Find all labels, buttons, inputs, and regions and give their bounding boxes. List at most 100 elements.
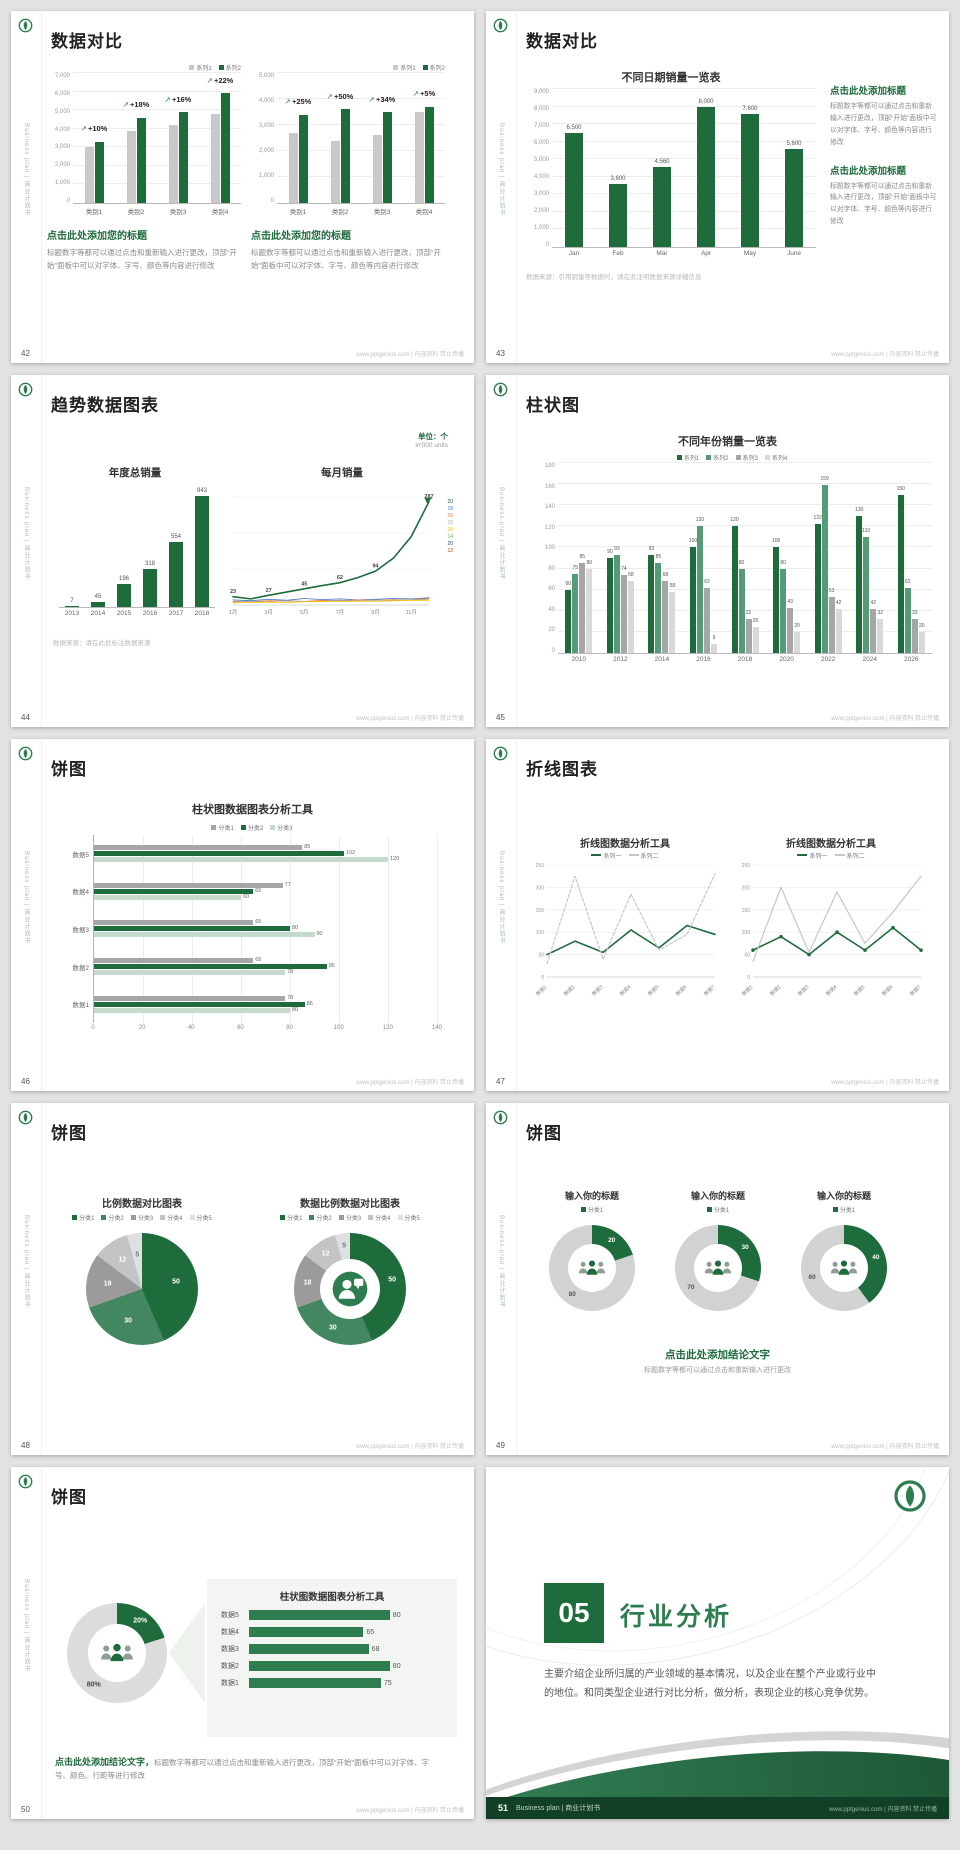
slide-footer: www.pptgenius.com | 内容资料 禁止传播	[831, 352, 939, 358]
panel-bar-chart: 数据5 80 数据4 65 数据3 68 数据2 80 数据1 75	[221, 1610, 401, 1688]
chart-title: 输入你的标题	[816, 1191, 871, 1201]
slide-title: 饼图	[526, 1124, 562, 1143]
slide-footer: www.pptgenius.com | 内容资料 禁止传播	[356, 716, 464, 722]
slide-sidebar: Business plan | 商业计划书	[11, 1467, 42, 1819]
slide-sidebar: Business plan | 商业计划书	[486, 375, 517, 727]
svg-text:62: 62	[337, 575, 343, 581]
chart-title: 每月销量	[321, 467, 363, 479]
slide-48[interactable]: Business plan | 商业计划书 饼图 比例数据对比图表 分类1 分类2…	[11, 1103, 474, 1455]
slide-sidebar: Business plan | 商业计划书	[11, 11, 42, 363]
svg-text:13: 13	[447, 548, 453, 554]
svg-text:94: 94	[372, 564, 379, 570]
chart-legend: 分类1 分类2 分类3 分类4 分类5	[47, 1213, 237, 1222]
page-number: 46	[21, 1077, 30, 1086]
page-number: 49	[496, 1441, 505, 1450]
chart-legend: 分类1	[654, 1205, 782, 1214]
page-number: 50	[21, 1805, 30, 1814]
chart-title: 柱状图数据图表分析工具	[192, 804, 313, 816]
svg-text:数据5: 数据5	[852, 983, 866, 997]
page-number: 45	[496, 713, 505, 722]
page-number: 48	[21, 1441, 30, 1450]
svg-text:9月: 9月	[371, 609, 380, 616]
bottom-bar-label: Business plan | 商业计划书	[516, 1805, 601, 1812]
unit-label-cn: 单位：个	[418, 432, 448, 441]
slide-51[interactable]: 05 行业分析 主要介绍企业所归属的产业领域的基本情况，以及企业在整个产业或行业…	[486, 1467, 949, 1819]
svg-text:100: 100	[536, 930, 545, 936]
svg-text:150: 150	[742, 908, 751, 914]
sidebar-vertical-text: Business plan | 商业计划书	[23, 487, 29, 581]
brand-logo-icon	[18, 382, 33, 397]
svg-text:0: 0	[747, 975, 750, 981]
sidebar-vertical-text: Business plan | 商业计划书	[498, 487, 504, 581]
sidebar-vertical-text: Business plan | 商业计划书	[498, 851, 504, 945]
donut-chart-3: 40 60	[801, 1225, 887, 1311]
svg-text:23: 23	[230, 589, 236, 595]
svg-text:数据3: 数据3	[796, 983, 810, 997]
svg-text:250: 250	[742, 863, 751, 869]
slide-sidebar: Business plan | 商业计划书	[486, 11, 517, 363]
slide-title: 数据对比	[51, 32, 123, 51]
svg-text:7月: 7月	[336, 609, 345, 616]
svg-text:20: 20	[447, 541, 453, 547]
slide-sidebar: Business plan | 商业计划书	[11, 739, 42, 1091]
slide-footer: www.pptgenius.com | 内容资料 禁止传播	[831, 716, 939, 722]
svg-text:11月: 11月	[406, 609, 417, 616]
slide-50[interactable]: Business plan | 商业计划书 饼图 20% 80% 柱状图数据图表分…	[11, 1467, 474, 1819]
slide-47[interactable]: Business plan | 商业计划书 折线图表 折线图数据分析工具 系列一…	[486, 739, 949, 1091]
brand-logo-icon	[18, 18, 33, 33]
slide-title: 数据对比	[526, 32, 598, 51]
text-column: 点击此处添加标题 标题数字等都可以通过点击和重新输入进行更改，顶部“开始”面板中…	[830, 83, 938, 242]
donut-chart-2: 30 70	[675, 1225, 761, 1311]
annual-sales-bar-chart: 7 45 196 318 554 943 2013 2014 2015 2016 2017 2018	[59, 487, 215, 619]
chart-title: 年度总销量	[108, 467, 162, 479]
chart-legend: 分类1	[780, 1205, 908, 1214]
svg-text:250: 250	[536, 863, 545, 869]
chart-legend: 分类1 分类2 分类3 分类4 分类5	[255, 1213, 445, 1222]
slide-footer: www.pptgenius.com | 内容资料 禁止传播	[356, 1444, 464, 1450]
slide-44[interactable]: Business plan | 商业计划书 趋势数据图表 单位：个 in'000…	[11, 375, 474, 727]
slide-45[interactable]: Business plan | 商业计划书 柱状图 不同年份销量一览表 系列1 系…	[486, 375, 949, 727]
svg-text:1月: 1月	[229, 609, 238, 616]
brand-logo-icon	[493, 1110, 508, 1125]
svg-text:14: 14	[447, 534, 453, 540]
line-analysis-chart-right: 系列一 系列二 0 50 100 150 200 250 数据1 数据2 数据3 数据4 数据5 数据6 数…	[740, 853, 923, 998]
svg-text:200: 200	[536, 885, 545, 891]
sidebar-vertical-text: Business plan | 商业计划书	[23, 851, 29, 945]
data-source-note: 数据来源：请在此处标注数据来源	[53, 640, 151, 647]
svg-text:200: 200	[742, 885, 751, 891]
svg-text:20: 20	[447, 513, 453, 519]
svg-text:数据2: 数据2	[562, 983, 576, 997]
svg-text:20: 20	[447, 499, 453, 505]
page-number: 42	[21, 349, 30, 358]
slide-42[interactable]: Business plan | 商业计划书 数据对比 系列1 系列2 7,000 6,…	[11, 11, 474, 363]
svg-text:0: 0	[541, 975, 544, 981]
chart-title: 折线图数据分析工具	[786, 839, 876, 850]
sidebar-vertical-text: Business plan | 商业计划书	[498, 123, 504, 217]
slide-title: 柱状图	[526, 396, 580, 415]
svg-text:100: 100	[742, 930, 751, 936]
placeholder-heading: 点击此处添加标题	[830, 165, 907, 177]
chart-title: 不同年份销量一览表	[678, 436, 777, 448]
slide-sidebar: Business plan | 商业计划书	[11, 1103, 42, 1455]
slide-43[interactable]: Business plan | 商业计划书 数据对比 不同日期销量一览表 9,0…	[486, 11, 949, 363]
analysis-panel: 柱状图数据图表分析工具 数据5 80 数据4 65 数据3 68 数据2 80 数据1 75	[207, 1579, 457, 1737]
line-analysis-chart-left: 系列一 系列二 0 50 100 150 200 250 数据1 数据2 数据3 数据4 数据5 数据6 数…	[534, 853, 717, 998]
svg-text:50: 50	[538, 953, 544, 959]
slide-footer: www.pptgenius.com | 内容资料 禁止传播	[356, 1080, 464, 1086]
svg-text:150: 150	[536, 908, 545, 914]
svg-text:50: 50	[744, 953, 750, 959]
slide-46[interactable]: Business plan | 商业计划书 饼图 柱状图数据图表分析工具 分类1…	[11, 739, 474, 1091]
slide-49[interactable]: Business plan | 商业计划书 饼图 输入你的标题 分类1 20 80…	[486, 1103, 949, 1455]
svg-text:数据7: 数据7	[908, 983, 922, 997]
sidebar-vertical-text: Business plan | 商业计划书	[23, 1215, 29, 1309]
page-number: 44	[21, 713, 30, 722]
sales-by-year-grouped-bar-chart: 系列1 系列2 系列3 系列4 180 160 140 120 100 80 60 40 20 0 60 75…	[532, 453, 932, 665]
slide-title: 折线图表	[526, 760, 598, 779]
conclusion-heading: 点击此处添加结论文字，	[55, 1757, 155, 1767]
chart-title: 折线图数据分析工具	[580, 839, 670, 850]
placeholder-body: 标题数字等都可以通过点击和重新输入进行更改，顶部“开始”面板中可以对字体、字号、…	[251, 248, 441, 270]
chart-title: 数据比例数据对比图表	[300, 1199, 400, 1210]
slide-footer: www.pptgenius.com | 内容资料 禁止传播	[356, 352, 464, 358]
conclusion-body: 标题数字等都可以通过点击和重新输入进行更改，顶部“开始”面板中可以对字体、字号、…	[55, 1758, 430, 1780]
